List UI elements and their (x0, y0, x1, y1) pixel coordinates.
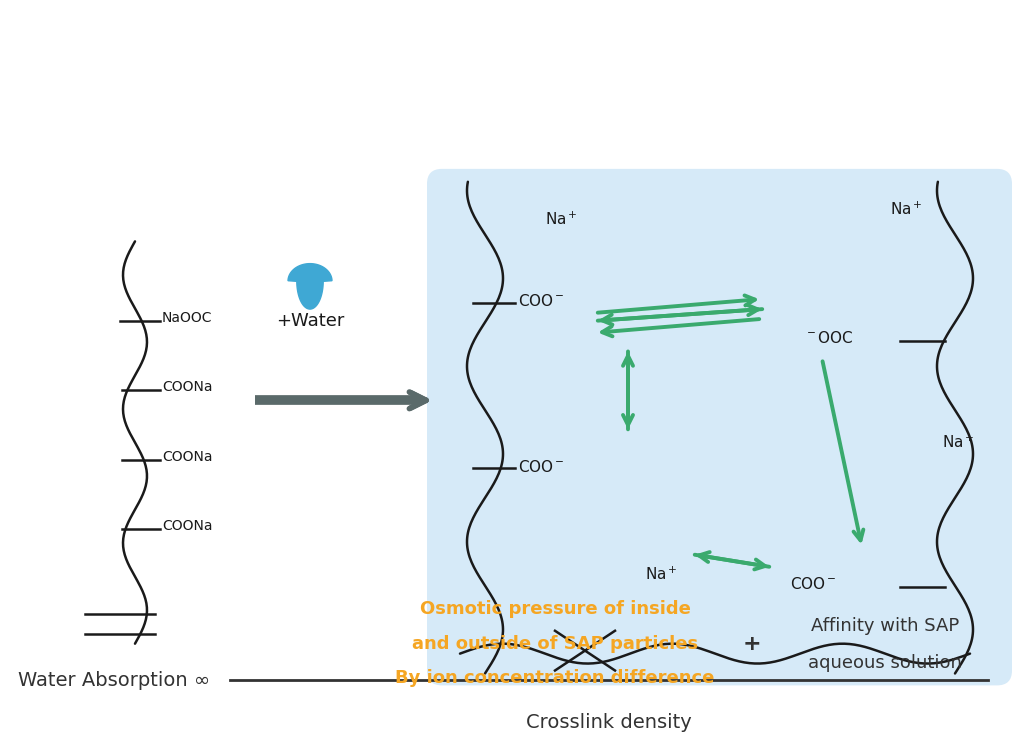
Text: Water Absorption ∞: Water Absorption ∞ (18, 671, 210, 690)
Text: +Water: +Water (275, 312, 344, 330)
Text: aqueous solution: aqueous solution (808, 654, 962, 671)
Text: COONa: COONa (162, 380, 213, 394)
Text: By ion concentration difference: By ion concentration difference (395, 669, 715, 688)
FancyBboxPatch shape (427, 169, 1012, 685)
Text: Na$^+$: Na$^+$ (545, 211, 578, 228)
Polygon shape (288, 264, 332, 309)
Text: Na$^+$: Na$^+$ (890, 201, 923, 218)
Text: +: + (742, 634, 761, 654)
Text: COO$^-$: COO$^-$ (518, 293, 564, 309)
Text: NaOOC: NaOOC (162, 311, 213, 325)
Text: COONa: COONa (162, 520, 213, 534)
Text: Osmotic pressure of inside: Osmotic pressure of inside (420, 600, 690, 618)
Text: COO$^-$: COO$^-$ (790, 576, 837, 592)
Text: Affinity with SAP: Affinity with SAP (811, 616, 959, 635)
Text: Crosslink density: Crosslink density (526, 712, 692, 732)
Text: Na$^+$: Na$^+$ (942, 433, 975, 451)
Text: COO$^-$: COO$^-$ (518, 459, 564, 475)
Text: $^-$OOC: $^-$OOC (804, 330, 854, 346)
Text: Na$^+$: Na$^+$ (645, 565, 678, 583)
Text: COONa: COONa (162, 450, 213, 464)
Text: and outside of SAP particles: and outside of SAP particles (412, 635, 698, 652)
